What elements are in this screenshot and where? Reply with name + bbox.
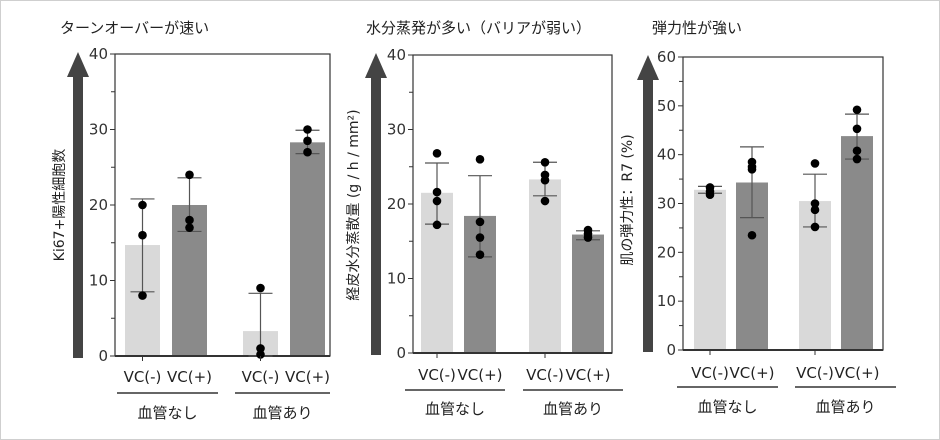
arrow-up-icon: [67, 52, 89, 77]
data-point: [810, 222, 820, 232]
x-category-label: VC(+): [834, 364, 879, 382]
arrow-up-icon: [637, 55, 659, 80]
group-label: 血管あり: [252, 404, 312, 422]
data-point: [475, 155, 485, 164]
data-point: [256, 283, 265, 293]
arrow-up-icon: [365, 53, 387, 78]
data-point: [852, 105, 862, 115]
data-point: [303, 125, 312, 134]
data-point: [810, 159, 820, 168]
data-point: [185, 170, 194, 180]
data-point: [540, 196, 550, 206]
data-point: [540, 157, 550, 167]
data-point: [852, 146, 862, 156]
x-category-label: VC(-): [796, 364, 834, 382]
data-point: [852, 154, 862, 164]
bar-vc-plus: [572, 234, 604, 352]
data-point: [432, 187, 442, 197]
data-point: [810, 205, 820, 215]
x-category-label: VC(-): [526, 366, 564, 384]
y-tick-label: 30: [387, 121, 406, 139]
data-point: [303, 147, 312, 157]
data-point: [185, 223, 194, 232]
chart-panel-1: ターンオーバーが速い Ki67+陽性細胞数 0 10 20 30 40 VC(-) VC(+) V…: [52, 19, 331, 422]
x-category-label: VC(-): [691, 364, 729, 382]
x-category-label: VC(+): [729, 364, 774, 382]
axis-arrow-shaft: [73, 76, 83, 358]
axis-arrow-shaft: [371, 77, 381, 355]
data-point: [303, 136, 312, 146]
data-point: [185, 215, 194, 225]
group-label: 血管なし: [137, 404, 197, 422]
data-point: [747, 230, 757, 240]
y-tick-label: 40: [89, 45, 108, 63]
data-point: [475, 250, 485, 259]
y-axis-label: Ki67+陽性細胞数: [52, 149, 68, 262]
data-point: [432, 149, 442, 158]
x-category-label: VC(+): [565, 366, 610, 384]
y-tick-label: 60: [657, 48, 676, 66]
group-label: 血管あり: [543, 400, 603, 418]
y-tick-label: 20: [89, 196, 108, 214]
y-axis-label: 肌の弾力性：R7 (%): [620, 134, 636, 265]
data-point: [852, 124, 862, 134]
y-tick-label: 20: [387, 195, 406, 213]
y-tick-label: 0: [666, 341, 676, 359]
data-point: [475, 233, 485, 242]
y-tick-label: 10: [387, 270, 406, 288]
x-category-label: VC(+): [285, 368, 330, 386]
y-tick-label: 0: [98, 347, 108, 365]
x-category-label: VC(+): [167, 368, 212, 386]
data-point: [256, 350, 265, 359]
bar-vc-plus: [841, 136, 873, 349]
group-label: 血管なし: [697, 398, 757, 416]
bar-vc-minus: [529, 179, 561, 352]
chart-title: 水分蒸発が多い（バリアが弱い）: [366, 19, 591, 37]
chart-title: ターンオーバーが速い: [60, 19, 209, 37]
group-label: 血管あり: [815, 398, 875, 416]
y-tick-label: 10: [657, 292, 676, 310]
x-category-label: VC(-): [124, 368, 162, 386]
group-label: 血管なし: [425, 400, 485, 418]
chart-panel-2: 水分蒸発が多い（バリアが弱い） 経皮水分蒸散量 (g / h / mm²) 0 10 2…: [346, 19, 623, 418]
y-tick-label: 50: [657, 97, 676, 115]
data-point: [540, 175, 550, 185]
axis-arrow-shaft: [643, 79, 653, 352]
data-point: [810, 199, 820, 208]
y-tick-label: 30: [89, 121, 108, 139]
x-category-label: VC(+): [457, 366, 502, 384]
y-axis-label: 経皮水分蒸散量 (g / h / mm²): [346, 109, 362, 300]
y-tick-label: 40: [657, 146, 676, 164]
y-tick-label: 20: [657, 243, 676, 261]
x-category-label: VC(-): [242, 368, 280, 386]
data-point: [747, 165, 757, 174]
data-point: [432, 220, 442, 230]
data-point: [583, 233, 593, 242]
x-category-label: VC(-): [418, 366, 456, 384]
y-tick-label: 40: [387, 46, 406, 64]
chart-title: 弾力性が強い: [652, 19, 742, 37]
data-point: [705, 190, 715, 200]
bar-vc-minus: [694, 189, 726, 349]
data-point: [432, 196, 442, 206]
data-point: [138, 200, 147, 210]
data-point: [138, 230, 147, 240]
y-tick-label: 30: [657, 195, 676, 213]
y-tick-label: 10: [89, 272, 108, 290]
data-point: [256, 344, 265, 353]
data-point: [138, 291, 147, 300]
data-point: [475, 217, 485, 227]
y-tick-label: 0: [396, 344, 406, 362]
bar-vc-plus: [290, 142, 325, 355]
